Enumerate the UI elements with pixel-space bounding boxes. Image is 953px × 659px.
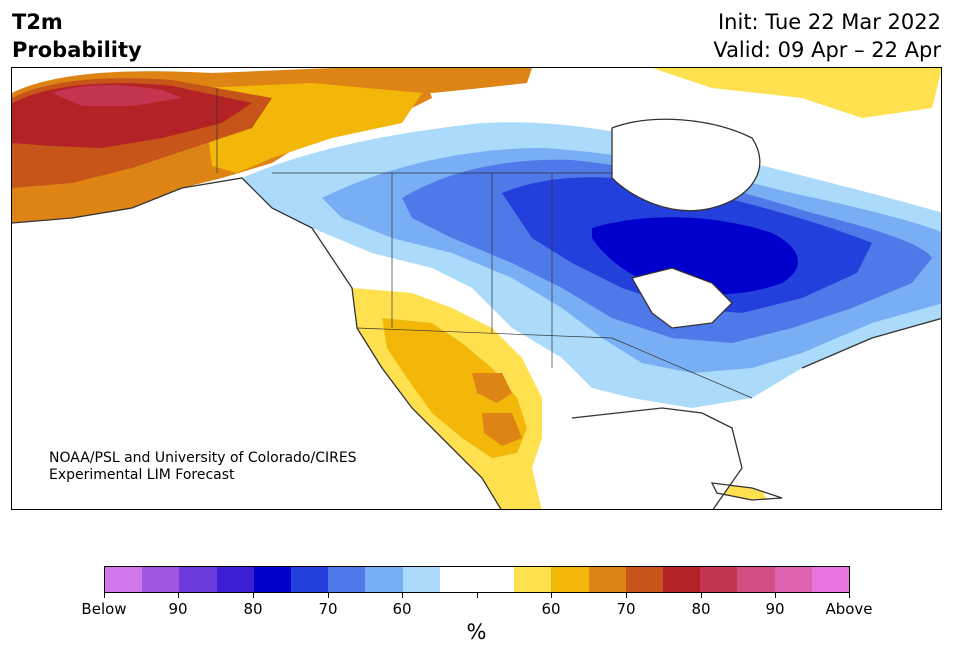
- colorbar-cell: [179, 567, 217, 592]
- political-borders: [216, 88, 753, 399]
- colorbar-cell: [216, 567, 254, 592]
- colorbar-label: 90: [765, 600, 785, 618]
- great-lakes: [632, 268, 732, 328]
- hudson-bay: [612, 119, 760, 211]
- colorbar-cell: [328, 567, 366, 592]
- colorbar-cell: [105, 567, 143, 592]
- region-warm-southwest-orange: [472, 373, 512, 403]
- colorbar-unit: %: [466, 620, 487, 644]
- gulf-of-mexico: [552, 408, 742, 509]
- colorbar-cell: [142, 567, 180, 592]
- credit-line-1: NOAA/PSL and University of Colorado/CIRE…: [49, 450, 357, 466]
- colorbar-tick: [626, 593, 627, 598]
- credit-text: NOAA/PSL and University of Colorado/CIRE…: [49, 450, 357, 484]
- region-warm-mexico-orange: [482, 413, 522, 446]
- atlantic-ocean: [752, 318, 941, 509]
- colorbar-cell: [402, 567, 440, 592]
- colorbar-label-above: Above: [825, 600, 873, 618]
- colorbar-label: 70: [616, 600, 636, 618]
- colorbar-label-below: Below: [81, 600, 127, 618]
- region-warm-arctic: [352, 68, 532, 93]
- colorbar-label: 60: [392, 600, 412, 618]
- forecast-map: [11, 67, 942, 510]
- colorbar-label: 80: [243, 600, 263, 618]
- colorbar-tick: [849, 593, 850, 598]
- colorbar-tick: [253, 593, 254, 598]
- colorbar-tick: [328, 593, 329, 598]
- title-line-2: Probability: [12, 38, 142, 62]
- colorbar-cell: [774, 567, 812, 592]
- colorbar-cell: [365, 567, 403, 592]
- credit-line-2: Experimental LIM Forecast: [49, 467, 235, 483]
- colorbar-cell: [551, 567, 589, 592]
- colorbar-ticks: Below 90 80 70 60 60 70 80 90 Above: [81, 593, 873, 618]
- forecast-dates: Init: Tue 22 Mar 2022 Valid: 09 Apr – 22…: [713, 8, 941, 64]
- colorbar-cell: [811, 567, 850, 592]
- colorbar-cell: [253, 567, 292, 592]
- coastlines: [12, 118, 941, 509]
- colorbar-tick: [402, 593, 403, 598]
- map-canvas: [12, 68, 941, 509]
- colorbar-cell: [291, 567, 329, 592]
- colorbar-cell: [588, 567, 626, 592]
- region-warm-arctic-east: [652, 68, 941, 118]
- colorbar-label: 90: [168, 600, 188, 618]
- colorbar-cell: [663, 567, 701, 592]
- valid-range: Valid: 09 Apr – 22 Apr: [713, 38, 941, 62]
- colorbar-cell: [700, 567, 738, 592]
- colorbar-cell: [737, 567, 775, 592]
- colorbar-label: 70: [318, 600, 338, 618]
- colorbar-label: 80: [691, 600, 711, 618]
- colorbar-cell: [625, 567, 664, 592]
- colorbar-tick: [477, 593, 478, 598]
- colorbar-cell: [514, 567, 552, 592]
- colorbar-tick: [178, 593, 179, 598]
- init-date: Init: Tue 22 Mar 2022: [717, 10, 941, 34]
- colorbar-tick: [775, 593, 776, 598]
- pacific-ocean: [12, 178, 501, 509]
- colorbar-tick: [104, 593, 105, 598]
- region-warm-cuba: [712, 483, 782, 500]
- colorbar-tick: [551, 593, 552, 598]
- colorbar-cell: [439, 567, 478, 592]
- colorbar-tick: [701, 593, 702, 598]
- map-title: T2m Probability: [12, 8, 142, 64]
- title-line-1: T2m: [12, 10, 63, 34]
- colorbar-label: 60: [541, 600, 561, 618]
- colorbar-cell: [477, 567, 515, 592]
- region-warm-alaska-crimson: [52, 85, 182, 106]
- colorbar: [104, 566, 850, 593]
